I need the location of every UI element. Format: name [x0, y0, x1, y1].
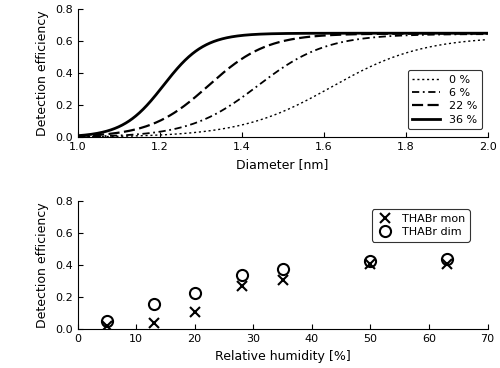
X-axis label: Diameter [nm]: Diameter [nm]: [236, 158, 328, 171]
Y-axis label: Detection efficiency: Detection efficiency: [36, 202, 50, 328]
THABr dim: [368, 258, 374, 263]
THABr mon: [104, 324, 110, 328]
X-axis label: Relative humidity [%]: Relative humidity [%]: [214, 350, 350, 363]
THABr mon: [150, 321, 156, 325]
Line: THABr dim: THABr dim: [101, 254, 452, 327]
Y-axis label: Detection efficiency: Detection efficiency: [36, 10, 50, 136]
THABr dim: [280, 266, 285, 271]
THABr dim: [104, 319, 110, 323]
THABr mon: [192, 309, 198, 314]
THABr mon: [444, 262, 450, 266]
THABr mon: [280, 277, 285, 282]
THABr dim: [150, 301, 156, 306]
Line: THABr mon: THABr mon: [102, 259, 452, 331]
THABr mon: [238, 284, 244, 289]
THABr mon: [368, 262, 374, 266]
THABr dim: [444, 257, 450, 261]
THABr dim: [238, 273, 244, 277]
Legend: THABr mon, THABr dim: THABr mon, THABr dim: [372, 209, 470, 242]
Legend: 0 %, 6 %, 22 %, 36 %: 0 %, 6 %, 22 %, 36 %: [408, 70, 482, 129]
THABr dim: [192, 290, 198, 295]
